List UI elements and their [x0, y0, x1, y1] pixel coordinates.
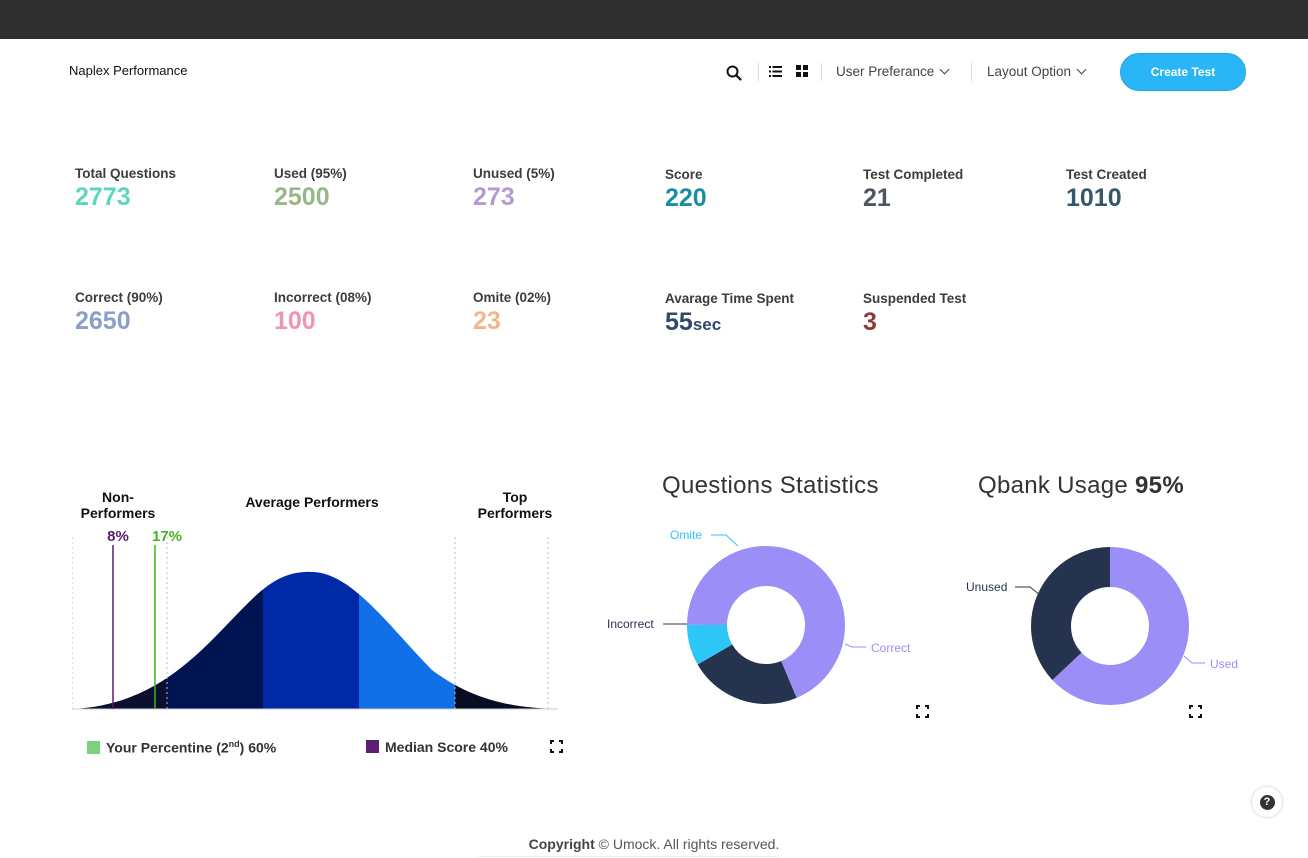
legend-text-suffix: ) 60% — [239, 739, 277, 756]
stat-label: Score — [665, 167, 703, 182]
stat-label: Test Created — [1066, 167, 1147, 182]
label-average-performers: Average Performers — [245, 494, 379, 510]
chevron-down-icon — [939, 64, 950, 75]
stat-average-time: Avarage Time Spent 55sec — [665, 291, 794, 337]
bell-segment-low-average — [167, 571, 263, 709]
stat-score: Score 220 — [665, 167, 707, 213]
donut-label-omite: Omite — [670, 528, 703, 542]
qbank-usage-percent: 95% — [1135, 472, 1184, 499]
legend-text: Median Score 40% — [385, 739, 508, 755]
footer-copyright-label: Copyright — [528, 836, 595, 852]
stat-label: Incorrect (08%) — [274, 290, 372, 305]
donut-label-correct: Correct — [871, 641, 911, 655]
help-button[interactable]: ? — [1252, 787, 1282, 817]
label-top-performers-2: Performers — [478, 505, 553, 521]
legend-swatch — [87, 740, 100, 754]
legend-text-prefix: Your Percentine (2 — [106, 739, 229, 756]
questions-statistics-donut — [687, 546, 845, 704]
marker-label-a: 8% — [107, 528, 129, 545]
grid-view-icon[interactable] — [796, 65, 808, 77]
donut-slice-incorrect — [687, 546, 845, 704]
qbank-usage-title-text: Qbank Usage — [978, 472, 1129, 499]
stat-value: 273 — [473, 183, 515, 211]
label-non-performers-2: Performers — [81, 505, 156, 521]
stat-label: Omite (02%) — [473, 290, 552, 305]
legend-median-score: Median Score 40% — [366, 739, 508, 755]
chevron-down-icon — [1076, 64, 1087, 75]
user-preference-label: User Preferance — [836, 64, 935, 79]
questions-statistics-title: Questions Statistics — [662, 472, 879, 499]
qbank-usage-title: Qbank Usage 95% — [978, 472, 1184, 500]
stat-value: 220 — [665, 184, 707, 212]
questions-statistics-leaders — [663, 534, 866, 648]
stat-value: 21 — [863, 184, 891, 212]
stat-value: 55sec — [665, 308, 794, 337]
footer: Copyright © Umock. All rights reserved. — [0, 836, 1308, 852]
user-preference-dropdown[interactable]: User Preferance — [836, 64, 950, 79]
donut-label-unused: Unused — [966, 580, 1008, 594]
list-view-icon[interactable] — [769, 66, 782, 77]
layout-option-label: Layout Option — [987, 64, 1072, 79]
legend-sup: nd — [228, 739, 240, 749]
footer-divider — [478, 856, 778, 857]
stat-value: 2773 — [75, 183, 131, 211]
stat-omite: Omite (02%) 23 — [473, 290, 551, 336]
divider — [821, 63, 822, 81]
bell-segment-high-average — [359, 571, 455, 709]
stat-label: Unused (5%) — [473, 166, 555, 181]
legend-swatch — [366, 740, 379, 753]
stat-label: Used (95%) — [274, 166, 347, 181]
top-bar — [0, 0, 1308, 39]
donut-label-used: Used — [1210, 657, 1239, 671]
donut-slice-omite — [687, 546, 845, 704]
stat-label: Avarage Time Spent — [665, 291, 795, 306]
expand-icon[interactable] — [916, 705, 929, 718]
stat-label: Suspended Test — [863, 291, 967, 306]
stat-value: 2650 — [75, 307, 131, 335]
header: Naplex Performance User Preferance Layou… — [0, 39, 1308, 107]
stat-correct: Correct (90%) 2650 — [75, 290, 163, 336]
stat-incorrect: Incorrect (08%) 100 — [274, 290, 372, 336]
divider — [758, 63, 759, 81]
marker-label-b: 17% — [152, 528, 182, 545]
expand-icon[interactable] — [550, 740, 563, 753]
help-icon: ? — [1259, 794, 1275, 810]
label-non-performers-1: Non- — [102, 489, 134, 505]
stat-test-completed: Test Completed 21 — [863, 167, 963, 213]
legend-your-percentile: Your Percentine (2nd) 60% — [87, 739, 276, 756]
stat-label: Total Questions — [75, 166, 177, 181]
layout-option-dropdown[interactable]: Layout Option — [987, 64, 1087, 79]
expand-icon[interactable] — [1189, 705, 1202, 718]
stat-value: 3 — [863, 308, 877, 336]
donut-label-incorrect: Incorrect — [607, 617, 654, 631]
stat-number: 55 — [665, 308, 693, 336]
stat-value: 23 — [473, 307, 501, 335]
stat-value: 1010 — [1066, 184, 1122, 212]
stat-value: 100 — [274, 307, 316, 335]
page-title: Naplex Performance — [69, 63, 188, 78]
performance-bell-curve: Non- Performers Average Performers Top P… — [72, 489, 558, 710]
donut-slice-unused — [1031, 547, 1189, 705]
stat-unit: sec — [692, 315, 722, 334]
search-icon[interactable] — [726, 65, 742, 81]
stat-test-created: Test Created 1010 — [1066, 167, 1147, 213]
stat-label: Correct (90%) — [75, 290, 163, 305]
stat-used: Used (95%) 2500 — [274, 166, 347, 212]
divider — [971, 63, 972, 81]
qbank-usage-donut — [1031, 547, 1189, 705]
qbank-usage-leaders — [1015, 586, 1205, 664]
label-top-performers-1: Top — [503, 489, 528, 505]
stat-unused: Unused (5%) 273 — [473, 166, 555, 212]
stat-total-questions: Total Questions 2773 — [75, 166, 176, 212]
bell-segment-mid-average — [263, 571, 359, 709]
stat-value: 2500 — [274, 183, 330, 211]
create-test-button[interactable]: Create Test — [1120, 53, 1246, 91]
footer-text: © Umock. All rights reserved. — [594, 836, 780, 852]
stat-label: Test Completed — [863, 167, 964, 182]
stat-suspended-test: Suspended Test 3 — [863, 291, 966, 337]
donut-slice-correct — [687, 546, 845, 704]
